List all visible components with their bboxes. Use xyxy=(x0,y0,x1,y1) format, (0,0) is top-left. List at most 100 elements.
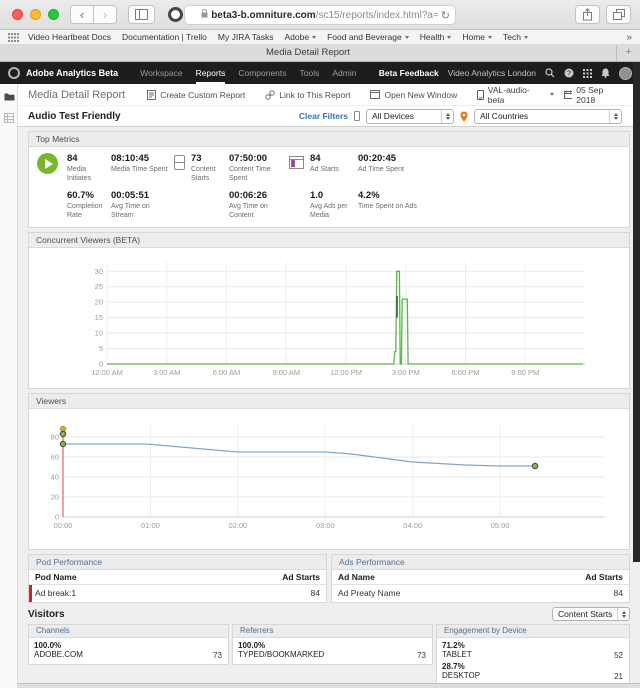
panel-title: Referrers xyxy=(233,625,432,638)
panel-title: Top Metrics xyxy=(29,132,629,147)
x-axis-tick-label: 12:00 PM xyxy=(330,368,362,377)
bookmark-item[interactable]: Video Heartbeat Docs xyxy=(28,32,112,42)
adobe-analytics-logo xyxy=(8,67,20,79)
report-suite-selector[interactable]: VAL-audio-beta xyxy=(477,85,554,105)
chevron-down-icon xyxy=(447,35,452,39)
search-icon[interactable] xyxy=(545,68,555,78)
metric: 00:06:26 Avg Time on Content xyxy=(229,190,268,219)
concurrent-viewers-chart: 0 5 10 15 20 25 30 12:00 AM 3:00 AM 6:00 AM 9:00 A… xyxy=(91,262,585,377)
tab-bar: Media Detail Report + xyxy=(0,45,640,62)
channels-panel: Channels 100.0% ADOBE.COM 73 xyxy=(28,624,229,665)
panel-title: Channels xyxy=(29,625,228,638)
nav-workspace[interactable]: Workspace xyxy=(140,68,183,78)
top-metrics-panel: Top Metrics 84 Media Initiates 08:10:45 Me… xyxy=(28,131,630,228)
y-axis-tick-label: 0 xyxy=(99,360,103,369)
open-new-window-button[interactable]: Open New Window xyxy=(370,90,457,100)
metric: 60.7% Completion Rate xyxy=(67,190,103,219)
app-switcher-icon[interactable] xyxy=(583,68,592,78)
bookmark-item[interactable]: Documentation | Trello xyxy=(122,32,207,42)
metric: 73 Content Starts xyxy=(191,153,216,182)
address-bar[interactable]: beta3-b.omniture.com/sc15/reports/index.… xyxy=(184,5,456,25)
x-axis-tick-label: 02:00 xyxy=(228,521,247,530)
devices-select[interactable]: All Devices xyxy=(366,108,454,124)
show-tabs-button[interactable] xyxy=(606,5,631,24)
new-tab-button[interactable]: + xyxy=(616,45,640,61)
metric: 84 Media Initiates xyxy=(67,153,92,182)
app-header: Adobe Analytics Beta Workspace Reports C… xyxy=(0,62,640,84)
beta-feedback-button[interactable]: Beta Feedback xyxy=(378,68,439,78)
report-name: Audio Test Friendly xyxy=(28,110,121,122)
right-dark-rail xyxy=(633,62,640,562)
left-rail xyxy=(0,84,18,688)
notifications-bell-icon[interactable] xyxy=(601,68,610,78)
nav-reports[interactable]: Reports xyxy=(195,62,225,84)
metric: 08:10:45 Media Time Spent xyxy=(111,153,168,173)
chevron-down-icon xyxy=(312,35,317,39)
panel-title: Pod Performance xyxy=(29,555,326,570)
bookmark-folder[interactable]: Adobe xyxy=(284,32,317,42)
chevron-down-icon xyxy=(404,35,409,39)
x-axis-tick-label: 05:00 xyxy=(491,521,510,530)
bookmark-folder[interactable]: Home xyxy=(462,32,493,42)
url-host: beta3-b.omniture.com xyxy=(211,9,316,21)
x-axis-tick-label: 3:00 AM xyxy=(153,368,181,377)
date-selector[interactable]: 05 Sep 2018 xyxy=(563,85,622,105)
user-avatar[interactable] xyxy=(619,66,632,80)
nav-tools[interactable]: Tools xyxy=(299,68,320,78)
report-folder-icon[interactable] xyxy=(4,88,15,106)
url-path: /sc15/reports/index.html?a= xyxy=(315,9,439,21)
y-axis-tick-label: 15 xyxy=(95,313,103,322)
tab-media-detail-report[interactable]: Media Detail Report xyxy=(266,47,350,58)
metric: 07:50:00 Content Time Spent xyxy=(229,153,271,182)
extension-button[interactable] xyxy=(168,7,183,22)
share-button[interactable] xyxy=(575,5,600,24)
visitors-metric-select[interactable]: Content Starts xyxy=(552,607,630,621)
y-axis-tick-label: 40 xyxy=(51,473,59,482)
metric: 1.0 Avg Ads per Media xyxy=(310,190,348,219)
link-icon xyxy=(265,89,275,100)
y-axis-tick-label: 20 xyxy=(51,493,59,502)
nav-components[interactable]: Components xyxy=(238,68,287,78)
bar-row: 71.2% TABLET 52 xyxy=(442,641,623,660)
org-selector[interactable]: Video Analytics London xyxy=(447,68,536,78)
zoom-window-button[interactable] xyxy=(48,9,59,20)
minimize-window-button[interactable] xyxy=(30,9,41,20)
bookmark-item[interactable]: My JIRA Tasks xyxy=(217,32,274,42)
y-axis-tick-label: 30 xyxy=(95,267,103,276)
x-axis-tick-label: 04:00 xyxy=(403,521,422,530)
report-menu-icon[interactable] xyxy=(4,110,14,128)
panel-title: Viewers xyxy=(29,394,629,409)
y-axis-tick-label: 60 xyxy=(51,453,59,462)
ad-window-icon xyxy=(289,156,304,169)
bookmark-folder[interactable]: Food and Beverage xyxy=(327,32,409,42)
chevron-down-icon xyxy=(549,93,554,96)
create-custom-report-button[interactable]: Create Custom Report xyxy=(147,89,245,100)
bookmark-folder[interactable]: Tech xyxy=(503,32,528,42)
clear-filters-link[interactable]: Clear Filters xyxy=(298,111,348,121)
y-axis-tick-label: 10 xyxy=(95,329,103,338)
bar-row: 100.0% ADOBE.COM 73 xyxy=(34,641,222,660)
back-button[interactable]: ‹ xyxy=(70,5,94,24)
lock-icon xyxy=(201,8,208,21)
favorites-grid-icon[interactable] xyxy=(8,32,19,42)
ads-performance-panel: Ads Performance Ad Name Ad Starts Ad Pre… xyxy=(331,554,630,603)
sidebar-toggle-button[interactable] xyxy=(128,5,155,24)
forward-button[interactable]: › xyxy=(93,5,117,24)
select-stepper-icon xyxy=(609,109,621,123)
panel-title: Concurrent Viewers (BETA) xyxy=(29,233,629,248)
media-play-icon xyxy=(37,153,58,174)
y-axis-tick-label: 25 xyxy=(95,282,103,291)
filter-bar: Audio Test Friendly Clear Filters All De… xyxy=(18,106,640,127)
reload-button[interactable]: ↻ xyxy=(440,9,450,22)
visitors-title: Visitors xyxy=(28,608,65,620)
bookmarks-overflow-button[interactable]: » xyxy=(626,31,632,43)
custom-report-icon xyxy=(147,89,157,100)
close-window-button[interactable] xyxy=(12,9,23,20)
help-icon[interactable]: ? xyxy=(564,68,574,78)
link-to-report-button[interactable]: Link to This Report xyxy=(265,90,350,100)
nav-admin[interactable]: Admin xyxy=(332,68,357,78)
bookmark-folder[interactable]: Health xyxy=(420,32,452,42)
countries-select[interactable]: All Countries xyxy=(474,108,622,124)
data-line xyxy=(63,443,536,467)
